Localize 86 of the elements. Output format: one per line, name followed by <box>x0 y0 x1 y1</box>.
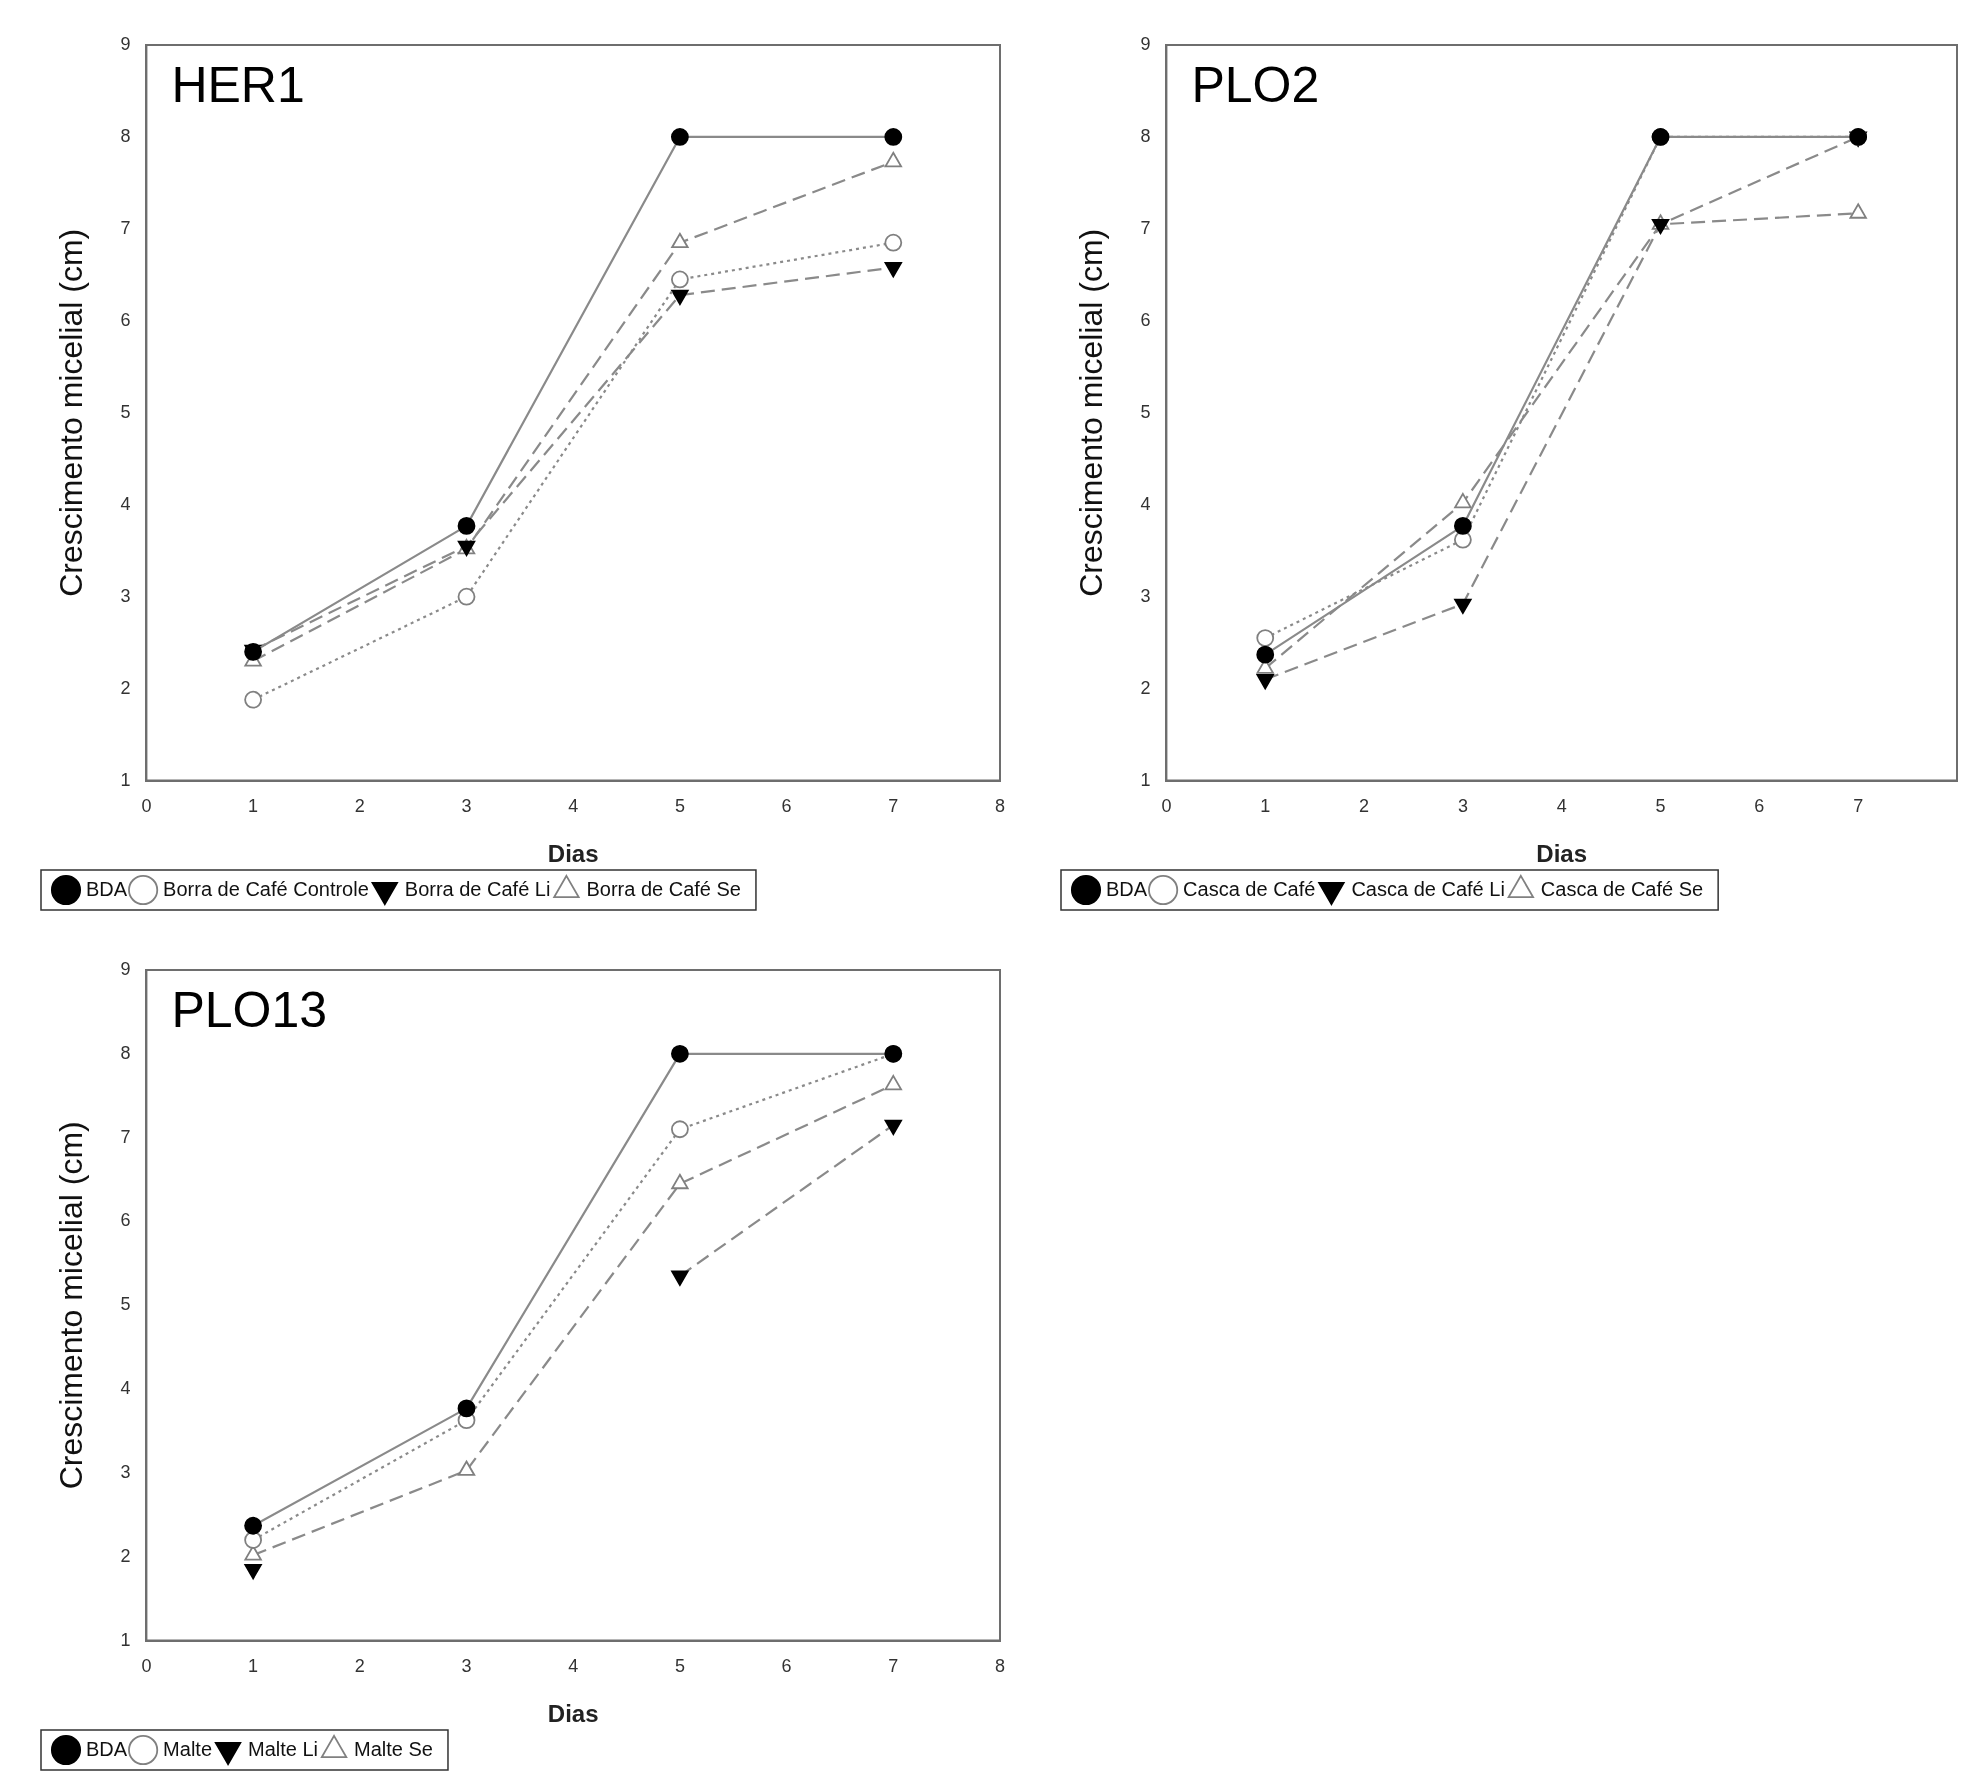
x-tick-label: 1 <box>1260 796 1271 817</box>
y-tick-label: 4 <box>120 1378 131 1399</box>
legend-label: Casca de Café Se <box>1540 877 1704 900</box>
legend-label: Casca de Café <box>1183 877 1316 900</box>
x-axis-title: Dias <box>547 840 599 868</box>
y-tick-label: 6 <box>1140 309 1151 330</box>
y-tick-label: 1 <box>120 769 131 790</box>
x-tick-label: 3 <box>1457 796 1468 817</box>
y-tick-label: 9 <box>120 958 131 979</box>
chart-title: PLO2 <box>1191 56 1320 113</box>
y-tick-label: 8 <box>120 125 131 146</box>
x-tick-label: 3 <box>461 1656 472 1677</box>
x-tick-label: 0 <box>141 1656 152 1677</box>
y-tick-label: 9 <box>120 33 131 54</box>
y-tick-label: 5 <box>1140 401 1151 422</box>
x-tick-label: 8 <box>994 1656 1006 1677</box>
x-tick-label: 5 <box>1655 796 1666 817</box>
legend-label: Malte <box>163 1737 213 1760</box>
y-tick-label: 7 <box>120 1126 131 1147</box>
y-tick-label: 2 <box>120 677 131 698</box>
x-axis-title: Dias <box>547 1700 599 1728</box>
x-tick-label: 7 <box>888 796 899 817</box>
y-tick-label: 2 <box>1140 677 1151 698</box>
y-tick-label: 8 <box>120 1042 131 1063</box>
point <box>1454 493 1472 509</box>
x-tick-label: 7 <box>1853 796 1864 817</box>
y-tick-label: 1 <box>120 1629 131 1650</box>
y-tick-label: 7 <box>120 217 131 238</box>
x-tick-label: 6 <box>781 1656 792 1677</box>
legend-label: BDA <box>1106 877 1148 900</box>
legend-label: BDA <box>86 1737 128 1760</box>
x-tick-label: 5 <box>674 1656 685 1677</box>
y-tick-label: 2 <box>120 1545 131 1566</box>
x-tick-label: 6 <box>1754 796 1765 817</box>
y-tick-label: 8 <box>1140 125 1151 146</box>
point <box>884 233 903 252</box>
legend-label: Malte Se <box>354 1737 433 1760</box>
x-tick-label: 4 <box>568 796 579 817</box>
x-tick-label: 4 <box>1556 796 1567 817</box>
point <box>244 690 263 709</box>
legend-label: Borra de Café Se <box>586 877 741 900</box>
legend-label: Casca de Café Li <box>1351 877 1505 900</box>
y-axis-title: Crescimento micelial (cm) <box>53 1121 90 1490</box>
y-tick-label: 1 <box>1140 769 1151 790</box>
x-tick-label: 2 <box>354 796 365 817</box>
x-tick-label: 3 <box>461 796 472 817</box>
chart-title: PLO13 <box>171 981 328 1038</box>
point <box>671 270 689 289</box>
y-tick-label: 5 <box>120 401 131 422</box>
legend-label: BDA <box>86 877 128 900</box>
point <box>1256 629 1275 647</box>
point <box>884 128 903 146</box>
x-tick-label: 6 <box>781 796 792 817</box>
y-tick-label: 4 <box>120 493 131 514</box>
x-tick-label: 5 <box>674 796 685 817</box>
legend-label: Malte Li <box>248 1737 319 1760</box>
y-tick-label: 7 <box>1140 217 1151 238</box>
y-tick-label: 3 <box>120 585 131 606</box>
x-tick-label: 1 <box>248 796 259 817</box>
x-tick-label: 1 <box>248 1656 259 1677</box>
point <box>1453 517 1472 535</box>
legend-label: Borra de Café Li <box>404 877 551 900</box>
y-tick-label: 9 <box>1140 33 1151 54</box>
x-tick-label: 8 <box>994 796 1006 817</box>
point <box>457 587 476 606</box>
point <box>457 517 476 535</box>
x-axis-title: Dias <box>1536 840 1588 868</box>
y-tick-label: 3 <box>1140 585 1151 606</box>
y-tick-label: 6 <box>120 1210 131 1231</box>
y-axis-title: Crescimento micelial (cm) <box>1073 228 1110 597</box>
legend-label: Borra de Café Controle <box>163 877 369 900</box>
x-tick-label: 2 <box>354 1656 365 1677</box>
point <box>1256 645 1275 664</box>
x-tick-label: 4 <box>568 1656 579 1677</box>
point <box>671 128 689 146</box>
x-tick-label: 0 <box>1161 796 1172 817</box>
x-tick-label: 7 <box>888 1656 899 1677</box>
point <box>671 289 689 305</box>
y-tick-label: 3 <box>120 1461 131 1482</box>
x-tick-label: 0 <box>141 796 152 817</box>
x-tick-label: 2 <box>1359 796 1370 817</box>
y-axis-title: Crescimento micelial (cm) <box>53 228 90 597</box>
y-tick-label: 4 <box>1140 493 1151 514</box>
chart-title: HER1 <box>171 56 305 113</box>
y-tick-label: 6 <box>120 309 131 330</box>
y-tick-label: 5 <box>120 1294 131 1315</box>
